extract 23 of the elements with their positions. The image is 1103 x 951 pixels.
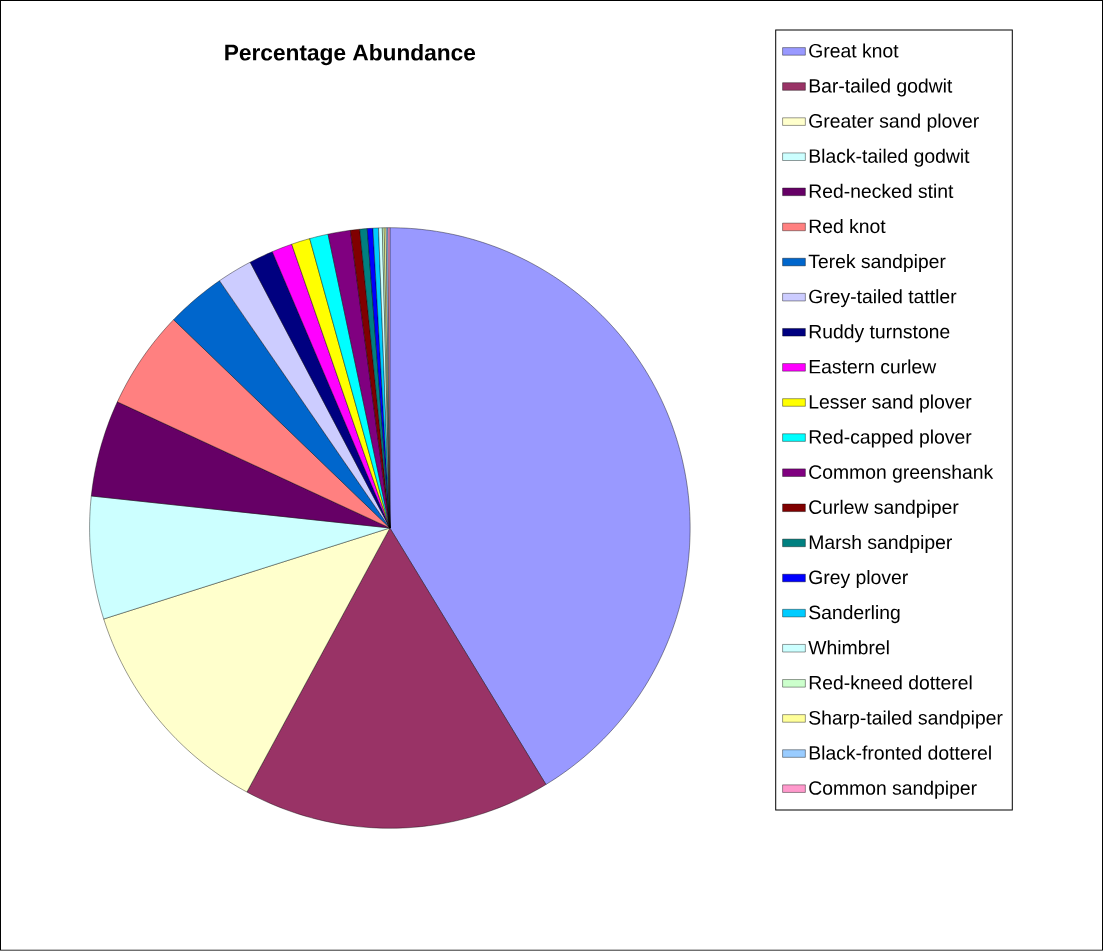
legend-label: Red-capped plover — [809, 429, 972, 448]
legend-label: Sharp-tailed sandpiper — [809, 710, 1003, 729]
legend-label: Black-tailed godwit — [809, 148, 970, 167]
legend-label: Red knot — [809, 218, 886, 234]
text: Percentage Abundance — [225, 44, 476, 66]
legend-label: Red-kneed dotterel — [809, 675, 972, 690]
legend-label: Whimbrel — [808, 640, 889, 655]
legend-label: Common sandpiper — [809, 780, 977, 799]
legend-label: Terek sandpiper — [808, 254, 946, 273]
legend-label: Marsh sandpiper — [809, 534, 953, 553]
legend-label: Sanderling — [809, 605, 900, 624]
legend-label: Greater sand plover — [809, 113, 979, 132]
legend-label: Red-necked stint — [809, 183, 954, 199]
legend-label: Black-fronted dotterel — [809, 745, 991, 760]
legend-label: Curlew sandpiper — [809, 499, 959, 518]
legend-label: Bar-tailed godwit — [809, 78, 953, 97]
legend-label: Eastern curlew — [809, 359, 937, 374]
legend-label: Lesser sand plover — [809, 394, 972, 413]
legend-label: Great knot — [809, 43, 899, 58]
legend-label: Grey-tailed tattler — [809, 289, 957, 308]
legend-label: Common greenshank — [809, 464, 994, 483]
legend-label: Grey plover — [809, 570, 908, 589]
legend-label: Ruddy turnstone — [809, 324, 950, 343]
